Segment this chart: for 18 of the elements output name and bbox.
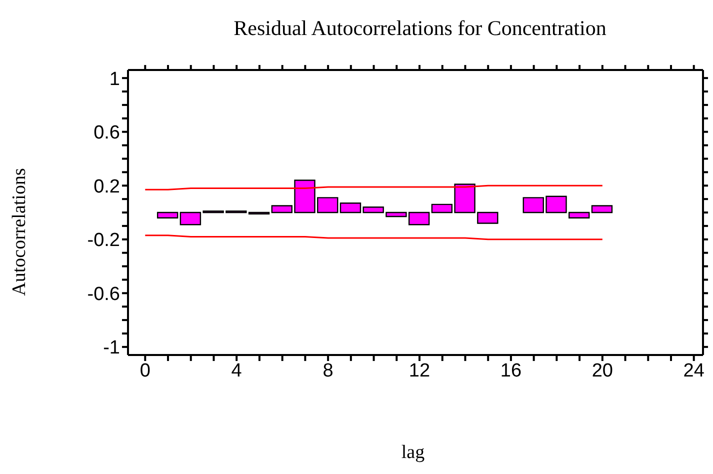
y-tick-label: -1 bbox=[103, 338, 120, 359]
y-tick-label: -0.2 bbox=[87, 230, 120, 252]
x-tick-label: 8 bbox=[322, 360, 334, 382]
y-tick-label: 0.2 bbox=[94, 176, 120, 198]
bar bbox=[156, 212, 178, 218]
x-tick-label: 4 bbox=[231, 360, 242, 382]
x-axis-title: lag bbox=[400, 442, 426, 464]
y-tick-label: 0.6 bbox=[94, 122, 120, 144]
x-tick-label: 0 bbox=[140, 360, 150, 382]
chart-title: Residual Autocorrelations for Concentration bbox=[232, 16, 608, 41]
x-tick-label: 20 bbox=[592, 360, 613, 382]
x-tick-label: 24 bbox=[683, 360, 705, 382]
y-axis-title: Autocorrelations bbox=[9, 168, 31, 296]
x-tick-label: 16 bbox=[500, 360, 522, 382]
x-tick-label: 12 bbox=[408, 360, 430, 382]
bar bbox=[591, 205, 613, 214]
y-tick-label: -0.6 bbox=[87, 284, 120, 305]
y-tick-label: 1 bbox=[109, 68, 120, 90]
